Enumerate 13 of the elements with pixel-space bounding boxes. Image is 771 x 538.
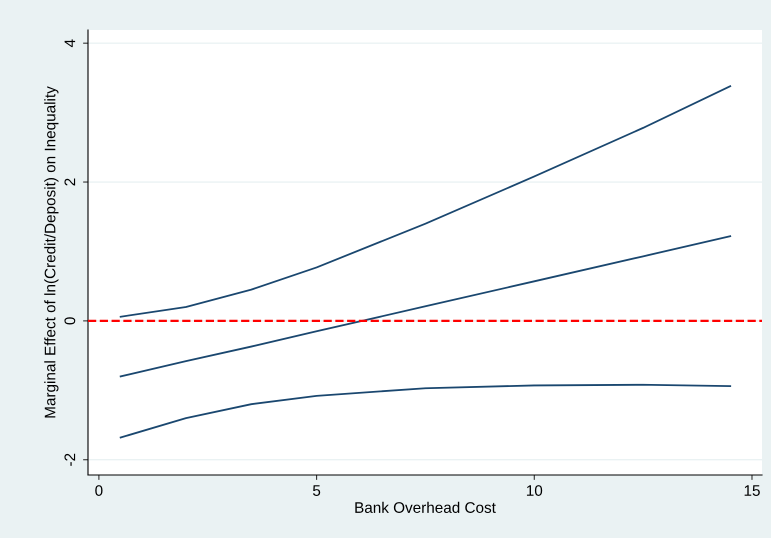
- x-tick-label: 15: [744, 485, 760, 496]
- x-tick-label: 5: [312, 485, 320, 496]
- x-tick-label: 10: [526, 485, 542, 496]
- line-series: [120, 235, 732, 378]
- y-axis-title: Marginal Effect of ln(Credit/Deposit) on Inequality: [44, 86, 58, 418]
- y-tick-label: 2: [64, 178, 76, 186]
- y-tick-label: 0: [64, 317, 76, 325]
- x-tick-label: 0: [95, 485, 103, 496]
- x-axis-title: Bank Overhead Cost: [355, 502, 496, 513]
- y-tick-label: -2: [64, 454, 76, 466]
- y-tick-label: 4: [64, 39, 76, 48]
- line-series: [120, 384, 732, 438]
- line-series: [120, 85, 732, 318]
